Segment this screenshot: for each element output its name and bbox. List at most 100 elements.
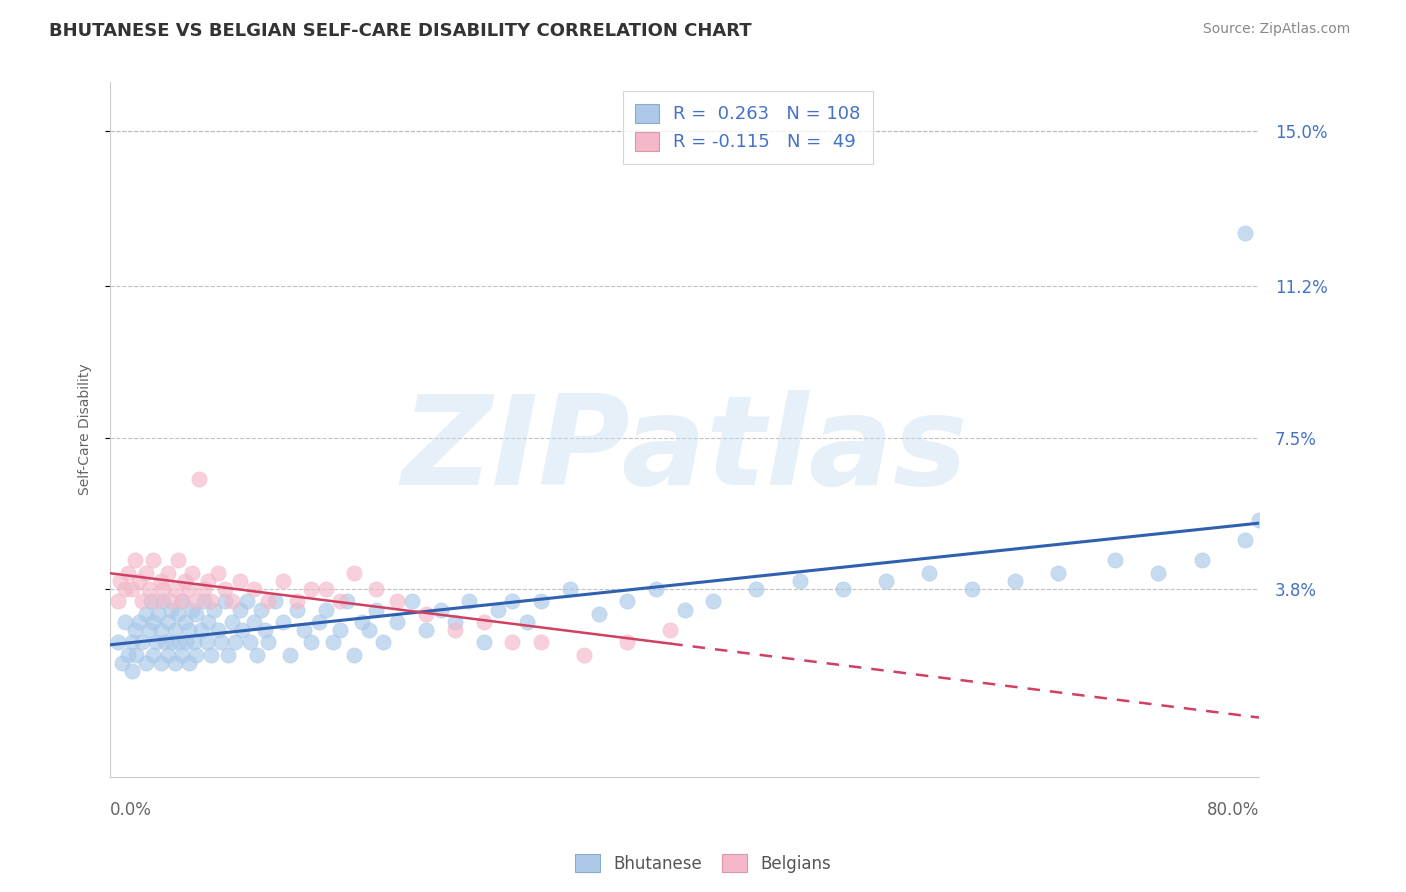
- Point: [285, 602, 308, 616]
- Point: [1004, 574, 1026, 588]
- Text: ZIPatlas: ZIPatlas: [402, 390, 967, 511]
- Point: [160, 635, 183, 649]
- Legend: R =  0.263   N = 108, R = -0.115   N =  49: R = 0.263 N = 108, R = -0.115 N = 49: [623, 91, 873, 164]
- Point: [231, 623, 253, 637]
- Point: [172, 594, 194, 608]
- Point: [243, 582, 266, 596]
- Point: [343, 566, 366, 580]
- Text: BHUTANESE VS BELGIAN SELF-CARE DISABILITY CORRELATION CHART: BHUTANESE VS BELGIAN SELF-CARE DISABILIT…: [49, 22, 752, 40]
- Text: 0.0%: 0.0%: [110, 802, 152, 820]
- Point: [142, 615, 165, 629]
- Point: [558, 582, 581, 596]
- Point: [501, 635, 523, 649]
- Point: [121, 582, 143, 596]
- Point: [172, 594, 194, 608]
- Point: [167, 635, 190, 649]
- Point: [172, 648, 194, 662]
- Point: [458, 594, 481, 608]
- Point: [616, 594, 638, 608]
- Point: [429, 602, 451, 616]
- Point: [257, 594, 280, 608]
- Point: [124, 553, 146, 567]
- Text: Source: ZipAtlas.com: Source: ZipAtlas.com: [1202, 22, 1350, 37]
- Point: [329, 623, 352, 637]
- Point: [235, 594, 257, 608]
- Point: [221, 615, 243, 629]
- Point: [209, 635, 232, 649]
- Point: [142, 553, 165, 567]
- Point: [789, 574, 811, 588]
- Point: [111, 656, 134, 670]
- Point: [207, 623, 229, 637]
- Point: [179, 623, 201, 637]
- Point: [745, 582, 768, 596]
- Point: [257, 635, 280, 649]
- Point: [322, 635, 344, 649]
- Point: [472, 615, 495, 629]
- Point: [516, 615, 538, 629]
- Point: [659, 623, 682, 637]
- Point: [163, 656, 186, 670]
- Point: [188, 472, 211, 486]
- Point: [142, 648, 165, 662]
- Point: [1147, 566, 1170, 580]
- Point: [131, 594, 153, 608]
- Point: [186, 648, 208, 662]
- Point: [146, 607, 169, 621]
- Point: [128, 615, 150, 629]
- Point: [156, 648, 179, 662]
- Point: [107, 594, 129, 608]
- Point: [1191, 553, 1213, 567]
- Point: [1046, 566, 1069, 580]
- Point: [250, 602, 273, 616]
- Point: [135, 566, 157, 580]
- Point: [308, 615, 330, 629]
- Point: [315, 602, 337, 616]
- Point: [121, 664, 143, 678]
- Point: [200, 648, 222, 662]
- Point: [176, 635, 198, 649]
- Point: [228, 602, 250, 616]
- Point: [588, 607, 610, 621]
- Legend: Bhutanese, Belgians: Bhutanese, Belgians: [568, 847, 838, 880]
- Point: [444, 623, 467, 637]
- Point: [125, 648, 148, 662]
- Point: [159, 602, 181, 616]
- Point: [117, 566, 139, 580]
- Point: [179, 582, 201, 596]
- Point: [166, 607, 188, 621]
- Point: [1247, 512, 1270, 526]
- Point: [156, 615, 179, 629]
- Point: [530, 635, 553, 649]
- Point: [315, 582, 337, 596]
- Point: [131, 635, 153, 649]
- Point: [616, 635, 638, 649]
- Point: [121, 635, 143, 649]
- Point: [254, 623, 277, 637]
- Point: [572, 648, 595, 662]
- Point: [271, 574, 294, 588]
- Point: [214, 594, 236, 608]
- Point: [387, 594, 409, 608]
- Point: [444, 615, 467, 629]
- Point: [501, 594, 523, 608]
- Point: [159, 594, 181, 608]
- Point: [1233, 533, 1256, 547]
- Point: [271, 615, 294, 629]
- Point: [387, 615, 409, 629]
- Point: [472, 635, 495, 649]
- Point: [364, 582, 387, 596]
- Point: [329, 594, 352, 608]
- Point: [153, 635, 176, 649]
- Point: [186, 607, 208, 621]
- Point: [278, 648, 301, 662]
- Point: [350, 615, 373, 629]
- Point: [166, 553, 188, 567]
- Point: [190, 623, 212, 637]
- Point: [246, 648, 269, 662]
- Point: [221, 594, 243, 608]
- Point: [114, 582, 136, 596]
- Point: [373, 635, 395, 649]
- Point: [152, 582, 174, 596]
- Point: [193, 582, 215, 596]
